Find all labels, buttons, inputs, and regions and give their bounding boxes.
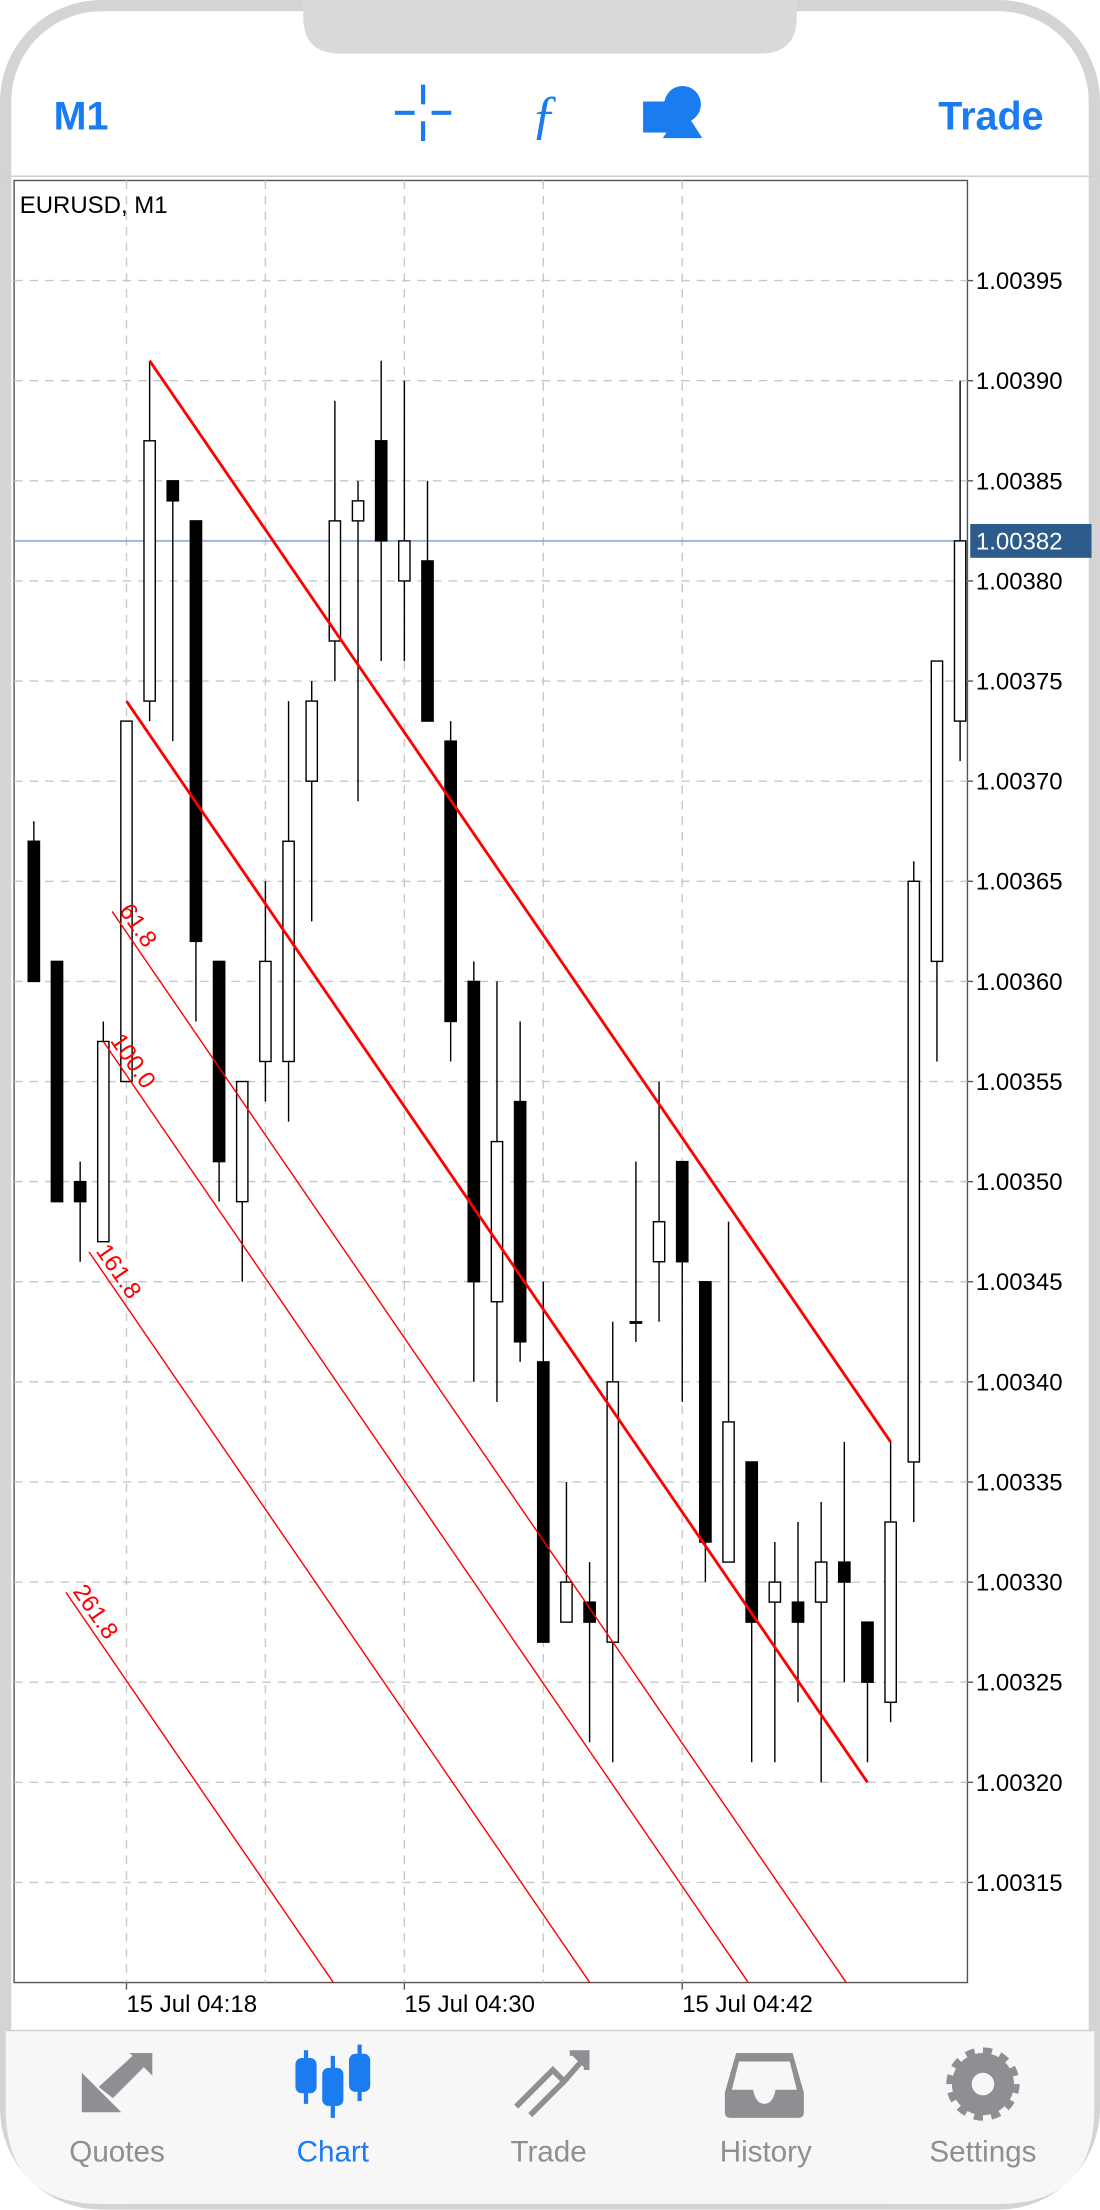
indicators-icon[interactable]: ƒ (531, 85, 558, 145)
y-tick-label: 1.00380 (976, 568, 1063, 595)
candle-body (606, 1381, 620, 1643)
candle-body (837, 1561, 851, 1583)
chart-title: EURUSD, M1 (20, 192, 168, 219)
notch (303, 0, 797, 54)
chart-icon (295, 2044, 371, 2118)
tab-1[interactable]: Chart (297, 2136, 370, 2169)
y-tick-label: 1.00385 (976, 468, 1063, 495)
candle-body (814, 1561, 828, 1603)
candle-body (398, 540, 411, 582)
candle-body (953, 540, 967, 722)
tab-3[interactable]: History (720, 2136, 812, 2169)
candle-body (722, 1421, 735, 1563)
objects-icon[interactable] (643, 86, 703, 139)
y-tick-label: 1.00365 (976, 869, 1063, 896)
chart: EURUSD, M1 1.00315 1.00320 1.00325 1.00330 1… (13, 179, 1092, 2018)
y-tick-label: 1.00375 (976, 669, 1063, 696)
candle-body (513, 1100, 527, 1343)
candle-body (861, 1621, 874, 1683)
fibo-level-line (88, 1251, 591, 1983)
candle-body (652, 1220, 666, 1263)
candle-body (421, 560, 434, 722)
candle-body (768, 1581, 782, 1603)
candle-body (351, 500, 365, 522)
candle-body (560, 1581, 573, 1623)
candle-body (699, 1281, 712, 1543)
candle-body (374, 440, 388, 542)
candle-body (467, 980, 481, 1283)
candle-body (120, 720, 133, 1083)
candle-body (536, 1361, 550, 1643)
channel-lower (125, 700, 869, 1784)
candle-body (490, 1140, 504, 1303)
candle-body (50, 960, 64, 1203)
y-tick-label: 1.00320 (976, 1770, 1063, 1797)
candle-body (143, 440, 156, 702)
tab-2[interactable]: Trade (510, 2136, 586, 2169)
y-tick-label: 1.00350 (976, 1169, 1063, 1196)
x-tick-label: 15 Jul 04:18 (126, 1991, 257, 2018)
y-tick-label: 1.00345 (976, 1269, 1063, 1296)
candle-body (930, 660, 944, 963)
y-tick-label: 1.00340 (976, 1369, 1063, 1396)
y-tick-label: 1.00360 (976, 969, 1063, 996)
y-tick-label: 1.00335 (976, 1469, 1063, 1496)
candle-body (259, 960, 272, 1063)
candle-body (907, 880, 921, 1463)
candle-body (675, 1160, 689, 1263)
tab-bar: Quotes Chart Trade History Settings (5, 2029, 1095, 2204)
candle-body (235, 1080, 249, 1203)
candle-body (629, 1321, 643, 1324)
candle-body (884, 1521, 897, 1703)
y-tick-label: 1.00390 (976, 368, 1063, 395)
crosshair-icon[interactable] (394, 84, 452, 142)
x-tick-label: 15 Jul 04:30 (404, 1991, 535, 2018)
candle-body (282, 840, 295, 1063)
timeframe-button[interactable]: M1 (54, 95, 109, 139)
y-tick-label: 1.00395 (976, 268, 1063, 295)
tab-0[interactable]: Quotes (69, 2136, 164, 2169)
tab-bar-background (5, 2030, 1095, 2204)
candle-body (328, 520, 342, 642)
candle-body (444, 740, 458, 1023)
candle-body (166, 480, 180, 502)
trade-button[interactable]: Trade (938, 95, 1043, 139)
y-tick-label: 1.00315 (976, 1870, 1063, 1897)
y-tick-label: 1.00370 (976, 769, 1063, 796)
tab-4[interactable]: Settings (929, 2136, 1036, 2169)
current-price-label: 1.00382 (976, 528, 1063, 555)
current-price-tag (970, 523, 1092, 558)
fibo-level-line (111, 911, 847, 1983)
candle-body (96, 1040, 110, 1243)
trade-icon (514, 2050, 590, 2118)
fibo-level-line (65, 1591, 334, 1983)
candle-body (305, 700, 319, 782)
candle-body (212, 960, 226, 1163)
candle-body (27, 840, 41, 983)
y-tick-label: 1.00330 (976, 1570, 1063, 1597)
candle-body (583, 1601, 596, 1623)
candle-body (189, 520, 203, 943)
candle-body (745, 1461, 759, 1623)
settings-icon (946, 2047, 1020, 2121)
candle-body (73, 1180, 87, 1203)
fibo-level-line (102, 1041, 749, 1983)
candle-body (791, 1601, 805, 1623)
y-tick-label: 1.00325 (976, 1670, 1063, 1697)
history-icon (724, 2053, 804, 2118)
y-tick-label: 1.00355 (976, 1069, 1063, 1096)
channel-upper (148, 359, 892, 1443)
x-tick-label: 15 Jul 04:42 (682, 1991, 813, 2018)
